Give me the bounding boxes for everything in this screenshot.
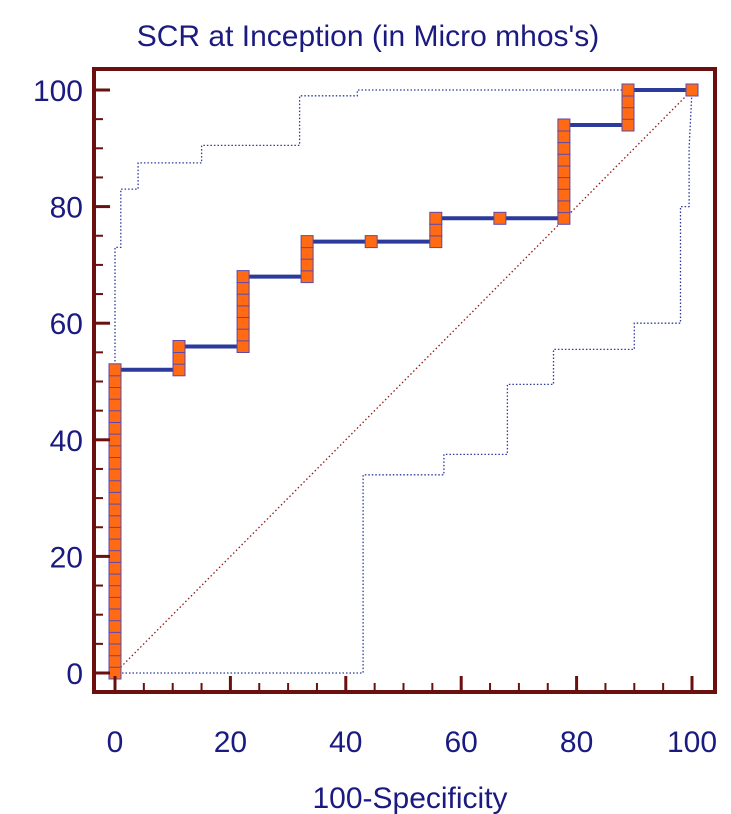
roc-point-marker bbox=[685, 83, 699, 97]
roc-point-marker bbox=[236, 340, 250, 353]
roc-point-marker bbox=[300, 258, 314, 272]
roc-point-marker bbox=[429, 211, 443, 225]
roc-point-marker bbox=[108, 503, 122, 517]
roc-point-marker bbox=[108, 631, 122, 645]
roc-point-marker bbox=[557, 118, 571, 132]
roc-point-marker bbox=[108, 549, 122, 563]
roc-point-marker bbox=[300, 270, 314, 284]
roc-point-marker bbox=[236, 281, 250, 295]
roc-point-marker bbox=[621, 83, 635, 97]
x-tick-label: 100 bbox=[667, 726, 717, 759]
roc-point-marker bbox=[236, 328, 250, 342]
roc-point-marker bbox=[557, 153, 571, 167]
y-tick-label: 60 bbox=[50, 308, 83, 341]
roc-point-marker bbox=[364, 235, 378, 249]
roc-point-marker bbox=[621, 95, 635, 109]
roc-point-marker bbox=[108, 608, 122, 622]
roc-point-marker bbox=[429, 223, 443, 237]
roc-point-marker bbox=[557, 130, 571, 144]
y-tick-label: 100 bbox=[33, 75, 83, 108]
x-axis-label: 100-Specificity bbox=[312, 782, 507, 814]
roc-point-marker bbox=[300, 235, 314, 249]
roc-point-marker bbox=[557, 141, 571, 155]
roc-point-marker bbox=[236, 270, 250, 284]
roc-point-marker bbox=[108, 421, 122, 435]
y-tick-label: 0 bbox=[66, 658, 83, 691]
roc-point-marker bbox=[108, 479, 122, 493]
reference-diagonal-line bbox=[114, 89, 693, 674]
roc-point-marker bbox=[108, 526, 122, 540]
roc-point-marker bbox=[557, 211, 571, 225]
x-tick-label: 60 bbox=[445, 726, 478, 759]
roc-point-marker bbox=[108, 375, 122, 388]
roc-point-marker bbox=[557, 188, 571, 202]
roc-point-marker bbox=[557, 165, 571, 179]
y-tick-label: 80 bbox=[50, 192, 83, 225]
axis-ticks: 0 20 40 60 80 100 0 20 40 60 80 100 bbox=[33, 75, 717, 759]
roc-point-marker bbox=[108, 468, 122, 482]
x-tick-label: 40 bbox=[329, 726, 362, 759]
roc-point-marker bbox=[108, 514, 122, 528]
roc-point-marker bbox=[493, 211, 507, 225]
plot-area bbox=[108, 83, 699, 680]
roc-point-marker bbox=[108, 561, 122, 575]
roc-point-marker bbox=[108, 410, 122, 423]
roc-point-marker bbox=[236, 293, 250, 307]
roc-point-marker bbox=[236, 305, 250, 318]
roc-point-marker bbox=[108, 654, 122, 668]
roc-point-marker bbox=[429, 235, 443, 249]
roc-point-marker bbox=[108, 573, 122, 587]
roc-point-marker bbox=[557, 200, 571, 214]
roc-point-marker bbox=[621, 106, 635, 120]
roc-point-marker bbox=[108, 584, 122, 598]
y-tick-label: 20 bbox=[50, 541, 83, 574]
roc-point-marker bbox=[108, 398, 122, 412]
roc-point-marker bbox=[108, 456, 122, 470]
y-tick-label: 40 bbox=[50, 425, 83, 458]
roc-point-marker bbox=[172, 363, 186, 377]
x-tick-label: 80 bbox=[560, 726, 593, 759]
roc-point-marker bbox=[108, 538, 122, 552]
roc-point-marker bbox=[621, 118, 635, 132]
roc-point-marker bbox=[108, 491, 122, 505]
roc-point-marker bbox=[557, 176, 571, 190]
roc-point-marker bbox=[236, 316, 250, 330]
chart-title: SCR at Inception (in Micro mhos's) bbox=[137, 20, 600, 53]
roc-point-marker bbox=[108, 363, 122, 377]
roc-point-marker bbox=[108, 445, 122, 458]
roc-point-marker bbox=[108, 433, 122, 447]
roc-point-marker bbox=[172, 351, 186, 365]
roc-point-marker bbox=[300, 246, 314, 260]
ci-lower-confidence-bound bbox=[115, 89, 693, 674]
roc-point-marker bbox=[108, 386, 122, 400]
x-tick-label: 0 bbox=[107, 726, 124, 759]
roc-point-marker bbox=[172, 340, 186, 353]
x-tick-label: 20 bbox=[214, 726, 247, 759]
roc-point-marker bbox=[108, 643, 122, 657]
roc-point-marker bbox=[108, 596, 122, 610]
roc-point-marker bbox=[108, 619, 122, 633]
ci-upper-confidence-bound bbox=[114, 89, 692, 673]
